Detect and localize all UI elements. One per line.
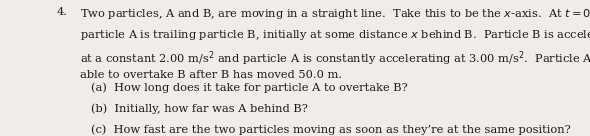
Text: (a)  How long does it take for particle A to overtake B?: (a) How long does it take for particle A…: [91, 82, 408, 93]
Text: particle A is trailing particle B, initially at some distance $x$ behind B.  Par: particle A is trailing particle B, initi…: [80, 28, 590, 42]
Text: able to overtake B after B has moved 50.0 m.: able to overtake B after B has moved 50.…: [80, 70, 342, 80]
Text: 4.: 4.: [57, 7, 68, 17]
Text: (c)  How fast are the two particles moving as soon as they’re at the same positi: (c) How fast are the two particles movin…: [91, 124, 571, 135]
Text: (b)  Initially, how far was A behind B?: (b) Initially, how far was A behind B?: [91, 103, 309, 114]
Text: at a constant 2.00 m/s$^2$ and particle A is constantly accelerating at 3.00 m/s: at a constant 2.00 m/s$^2$ and particle …: [80, 49, 590, 68]
Text: Two particles, A and B, are moving in a straight line.  Take this to be the $x$-: Two particles, A and B, are moving in a …: [80, 7, 590, 21]
